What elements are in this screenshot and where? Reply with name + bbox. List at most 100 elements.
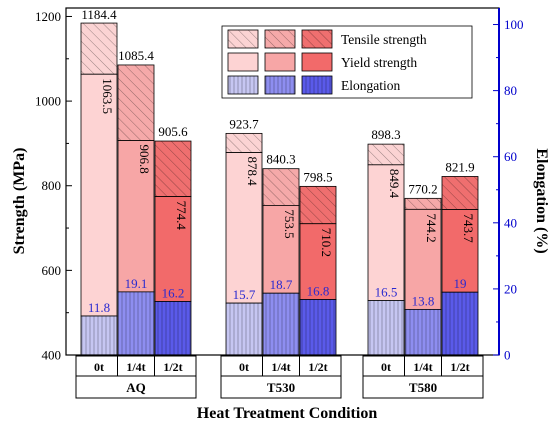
elongation-bar-hatch (300, 299, 336, 355)
y-axis-title: Strength (MPa) (11, 148, 28, 255)
category-label: 0t (94, 360, 104, 374)
elongation-label: 16.2 (162, 285, 185, 300)
yield-label: 906.8 (137, 145, 152, 174)
legend-label: Elongation (341, 78, 400, 93)
category-label: 1/2t (450, 360, 469, 374)
tensile-bar-hatch (81, 23, 117, 75)
tensile-label: 840.3 (266, 152, 295, 167)
legend-box (221, 25, 473, 99)
tensile-label: 923.7 (229, 116, 259, 131)
tensile-bar-hatch (442, 176, 478, 210)
legend-swatch (227, 52, 259, 72)
yield-label: 774.4 (174, 201, 189, 231)
yield-bar (225, 152, 263, 304)
legend-swatch-hatch (228, 30, 258, 48)
legend-swatch-hatch (265, 76, 295, 94)
legend-swatch (301, 52, 333, 72)
elongation-bar-hatch (442, 292, 478, 355)
tensile-bar-hatch (226, 133, 262, 153)
legend-swatch (264, 52, 296, 72)
elongation-bar-hatch (263, 293, 299, 355)
axes: 400 600 800 1000 1200 0 20 40 60 80 100 0t 1/4t 1/2t A… (35, 7, 524, 399)
y-tick-label: 1000 (35, 94, 61, 109)
yield-bar (80, 73, 118, 317)
category-label: 1/4t (413, 360, 432, 374)
tensile-label: 821.9 (445, 159, 474, 174)
yield-bar (441, 209, 479, 293)
category-label: 1/2t (163, 360, 182, 374)
elongation-label: 16.5 (375, 284, 398, 299)
legend-swatch-hatch (228, 76, 258, 94)
yield-label: 849.4 (387, 169, 402, 199)
y-tick-label: 600 (42, 263, 62, 278)
group-label: AQ (126, 380, 146, 395)
tensile-bar-hatch (263, 168, 299, 206)
yield-bar (262, 205, 300, 294)
tensile-bar-hatch (118, 64, 154, 141)
tensile-label: 1184.4 (81, 7, 117, 22)
category-label: 1/4t (271, 360, 290, 374)
elongation-label: 19.1 (125, 276, 148, 291)
category-label: 0t (381, 360, 391, 374)
tensile-bar-hatch (405, 198, 441, 210)
yield-bar (154, 196, 192, 302)
group-box (220, 355, 342, 399)
y2-tick-label: 60 (504, 149, 517, 164)
tensile-label: 1085.4 (118, 48, 154, 63)
tensile-label: 798.5 (303, 169, 332, 184)
elongation-label: 19 (454, 276, 467, 291)
tensile-label: 770.2 (408, 181, 437, 196)
group-box (362, 355, 484, 399)
y2-tick-label: 40 (504, 215, 517, 230)
yield-label: 753.5 (282, 209, 297, 238)
y2-axis-title: Elongation (%) (533, 148, 550, 253)
y2-tick-label: 80 (504, 83, 517, 98)
yield-bar (117, 140, 155, 293)
legend-swatch-hatch (265, 30, 295, 48)
tensile-bar-hatch (155, 141, 191, 197)
elongation-label: 13.8 (412, 293, 435, 308)
category-label: 0t (239, 360, 249, 374)
yield-label: 710.2 (319, 228, 334, 257)
tensile-bar-hatch (368, 144, 404, 165)
yield-bar (404, 208, 442, 310)
elongation-bar-hatch (226, 303, 262, 355)
elongation-bar-hatch (405, 309, 441, 355)
y2-tick-label: 0 (504, 348, 511, 363)
legend-label: Yield strength (341, 55, 417, 70)
category-label: 1/4t (126, 360, 145, 374)
yield-label: 744.2 (424, 213, 439, 242)
y2-tick-label: 100 (504, 17, 524, 32)
elongation-label: 16.8 (307, 283, 330, 298)
yield-label: 743.7 (461, 214, 476, 244)
legend-label: Tensile strength (341, 32, 427, 47)
elongation-label: 18.7 (270, 277, 293, 292)
legend-swatch-hatch (302, 30, 332, 48)
tensile-label: 898.3 (371, 127, 400, 142)
x-axis-title: Heat Treatment Condition (197, 405, 378, 422)
y-tick-label: 400 (42, 348, 62, 363)
group-box (75, 355, 197, 399)
elongation-bar-hatch (155, 301, 191, 355)
tensile-bar-hatch (300, 186, 336, 224)
plot-area: 1184.4 1063.5 11.8 1085.4 906.8 19.1 905.6 774.… (80, 7, 479, 356)
elongation-bar-hatch (81, 316, 117, 355)
legend-swatch-hatch (302, 76, 332, 94)
legend: Tensile strength Yield strength Elongation (221, 25, 473, 99)
elongation-bar-hatch (368, 300, 404, 355)
elongation-label: 15.7 (233, 287, 256, 302)
yield-label: 1063.5 (100, 78, 115, 114)
yield-bar (367, 164, 405, 301)
y-tick-label: 1200 (35, 9, 61, 24)
y-tick-label: 800 (42, 178, 62, 193)
yield-bar (299, 223, 337, 300)
category-label: 1/2t (308, 360, 327, 374)
yield-label: 878.4 (245, 157, 260, 187)
y2-tick-label: 20 (504, 281, 517, 296)
tensile-label: 905.6 (158, 124, 188, 139)
group-label: T530 (267, 380, 295, 395)
elongation-bar-hatch (118, 291, 154, 355)
elongation-label: 11.8 (88, 300, 110, 315)
group-label: T580 (409, 380, 437, 395)
